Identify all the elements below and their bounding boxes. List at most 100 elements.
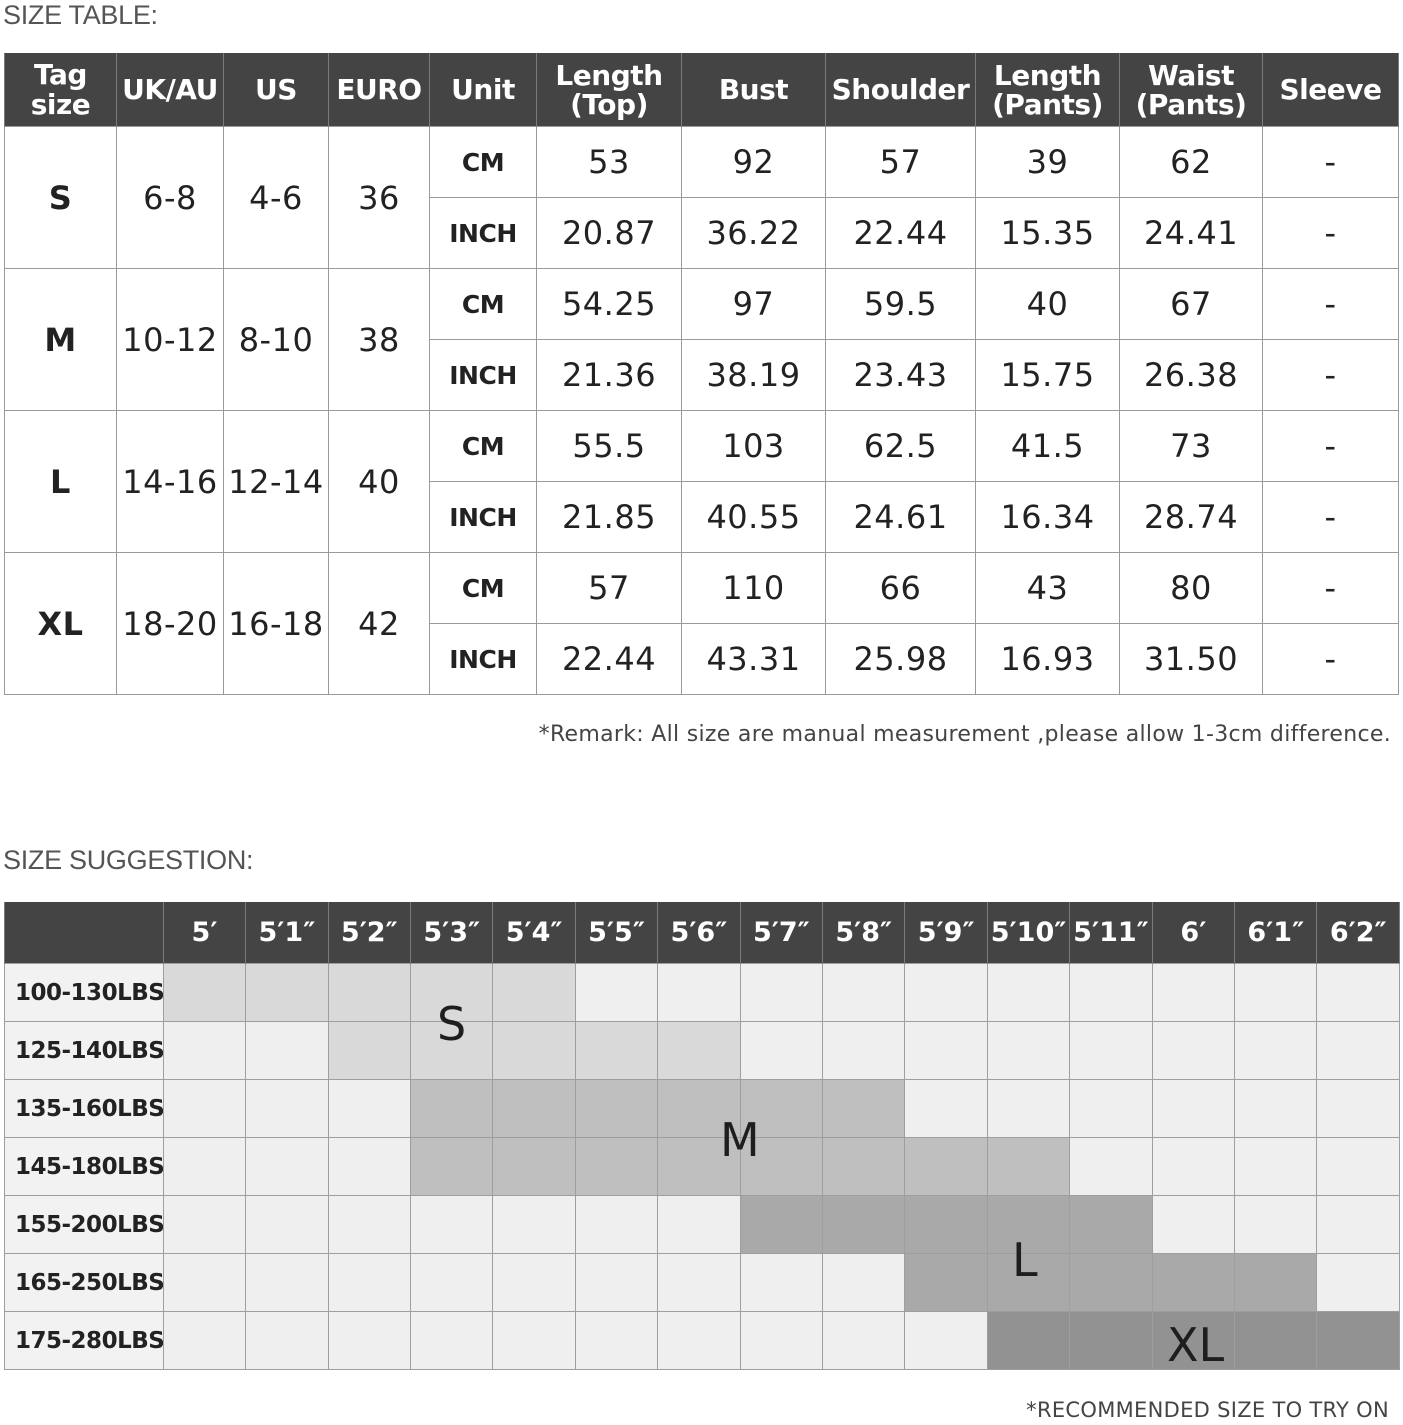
unit-cell: CM — [429, 126, 537, 198]
zone-label-l: L — [1012, 1233, 1038, 1287]
recommended-footnote: *RECOMMENDED SIZE TO TRY ON — [1026, 1398, 1389, 1422]
shoulder-cell: 23.43 — [825, 339, 976, 411]
unit-cell: CM — [429, 552, 537, 624]
suggestion-cell-empty — [1151, 1079, 1236, 1138]
weight-label-cell: 125-140LBS — [4, 1021, 164, 1080]
header-length-pants-line2: (Pants) — [992, 87, 1103, 121]
length-pants-cell: 15.35 — [975, 197, 1120, 269]
suggestion-cell-empty — [904, 1021, 988, 1080]
suggestion-cell-empty — [492, 1311, 576, 1370]
suggestion-cell-empty — [245, 1079, 329, 1138]
suggestion-cell-l — [1069, 1195, 1153, 1254]
unit-cell: INCH — [429, 623, 537, 695]
weight-label-cell: 175-280LBS — [4, 1311, 164, 1370]
suggestion-cell-empty — [492, 1195, 576, 1254]
euro-cell: 38 — [328, 268, 430, 411]
height-header-cell: 5′11″ — [1069, 902, 1153, 964]
bust-cell: 43.31 — [681, 623, 826, 695]
waist-pants-cell: 62 — [1119, 126, 1263, 198]
size-table: Tag size UK/AU US EURO Unit Length (Top)… — [4, 53, 1399, 695]
length-top-cell: 21.36 — [536, 339, 682, 411]
suggestion-cell-empty — [904, 963, 988, 1022]
shoulder-cell: 24.61 — [825, 481, 976, 553]
height-header-cell: 5′8″ — [822, 902, 906, 964]
tag-size-cell: M — [4, 268, 117, 411]
suggestion-cell-empty — [162, 1079, 247, 1138]
suggestion-cell-m — [492, 1079, 576, 1138]
suggestion-cell-empty — [409, 1195, 494, 1254]
height-header-cell: 6′1″ — [1234, 902, 1318, 964]
weight-label-cell: 145-180LBS — [4, 1137, 164, 1196]
suggestion-cell-m — [409, 1079, 494, 1138]
us-cell: 8-10 — [223, 268, 329, 411]
suggestion-cell-xl — [986, 1311, 1071, 1370]
suggestion-cell-empty — [986, 963, 1071, 1022]
suggestion-cell-m — [657, 1079, 741, 1138]
height-header-cell: 5′2″ — [327, 902, 412, 964]
suggestion-cell-empty — [822, 1021, 906, 1080]
zone-label-s: S — [437, 997, 467, 1051]
height-header-cell: 6′2″ — [1316, 902, 1400, 964]
length-pants-cell: 39 — [975, 126, 1120, 198]
suggestion-cell-s — [245, 963, 329, 1022]
sleeve-cell: - — [1262, 339, 1399, 411]
suggestion-cell-empty — [822, 963, 906, 1022]
length-pants-cell: 16.93 — [975, 623, 1120, 695]
size-table-title: SIZE TABLE: — [3, 0, 158, 30]
suggestion-cell-empty — [1069, 1137, 1153, 1196]
suggestion-cell-l — [1151, 1253, 1236, 1312]
suggestion-cell-empty — [739, 1311, 824, 1370]
header-bust: Bust — [681, 53, 826, 127]
suggestion-cell-l — [986, 1253, 1071, 1312]
tag-size-cell: L — [4, 410, 117, 553]
suggestion-cell-empty — [1151, 1195, 1236, 1254]
euro-cell: 36 — [328, 126, 430, 269]
header-sleeve: Sleeve — [1262, 53, 1399, 127]
waist-pants-cell: 24.41 — [1119, 197, 1263, 269]
size-suggestion-body: 100-130LBS 125-140LBS 135-160LBS 145-180LBS… — [4, 963, 1400, 1370]
suggestion-cell-empty — [327, 1311, 412, 1370]
bust-cell: 92 — [681, 126, 826, 198]
size-row-xl-inch: INCH 22.44 43.31 25.98 16.93 31.50- — [5, 623, 1399, 695]
suggestion-cell-s — [574, 1021, 659, 1080]
header-waist-pants: Waist (Pants) — [1119, 53, 1263, 127]
length-top-cell: 21.85 — [536, 481, 682, 553]
suggestion-cell-empty — [986, 1021, 1071, 1080]
corner-header-cell — [4, 902, 164, 964]
uk-au-cell: 18-20 — [116, 552, 224, 695]
measurement-remark: *Remark: All size are manual measurement… — [538, 722, 1391, 747]
suggestion-cell-s — [327, 963, 412, 1022]
height-header-cell: 5′3″ — [409, 902, 494, 964]
suggestion-cell-empty — [1316, 1137, 1400, 1196]
waist-pants-cell: 67 — [1119, 268, 1263, 340]
suggestion-cell-m — [986, 1137, 1071, 1196]
suggestion-cell-empty — [904, 1079, 988, 1138]
suggestion-cell-m — [574, 1137, 659, 1196]
suggestion-cell-m — [822, 1137, 906, 1196]
suggestion-cell-empty — [657, 1311, 741, 1370]
weight-label-cell: 135-160LBS — [4, 1079, 164, 1138]
weight-label-cell: 100-130LBS — [4, 963, 164, 1022]
waist-pants-cell: 28.74 — [1119, 481, 1263, 553]
shoulder-cell: 59.5 — [825, 268, 976, 340]
size-table-body: S 6-8 4-6 36 CM 53 92 57 39 62- INCH 20.87 36.22 22.4… — [4, 126, 1399, 695]
sleeve-cell: - — [1262, 268, 1399, 340]
height-header-cell: 5′4″ — [492, 902, 576, 964]
suggestion-cell-empty — [245, 1021, 329, 1080]
size-row-l-inch: INCH 21.85 40.55 24.61 16.34 28.74- — [5, 481, 1399, 553]
sleeve-cell: - — [1262, 623, 1399, 695]
length-top-cell: 57 — [536, 552, 682, 624]
suggestion-cell-empty — [409, 1311, 494, 1370]
header-waist-pants-line2: (Pants) — [1135, 87, 1247, 121]
suggestion-cell-empty — [162, 1253, 247, 1312]
us-cell: 12-14 — [223, 410, 329, 553]
header-us: US — [223, 53, 329, 127]
weight-row: 155-200LBS — [4, 1195, 1400, 1254]
length-top-cell: 53 — [536, 126, 682, 198]
suggestion-cell-empty — [657, 963, 741, 1022]
bust-cell: 38.19 — [681, 339, 826, 411]
suggestion-cell-empty — [822, 1253, 906, 1312]
suggestion-cell-empty — [245, 1137, 329, 1196]
unit-cell: INCH — [429, 481, 537, 553]
suggestion-cell-s — [492, 1021, 576, 1080]
